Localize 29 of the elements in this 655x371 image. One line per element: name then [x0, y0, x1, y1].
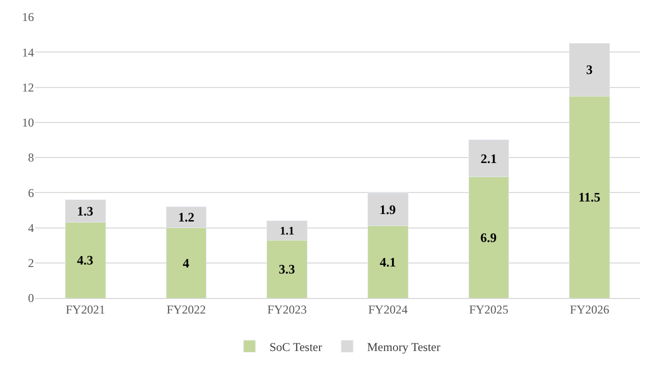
x-tick-label: FY2021: [66, 302, 106, 316]
data-label: 1.9: [380, 202, 396, 217]
x-tick-label: FY2026: [570, 302, 610, 316]
data-label: 2.1: [480, 150, 497, 166]
data-label: 1.2: [178, 210, 194, 225]
data-label: 4.3: [77, 252, 94, 268]
y-tick-label: 0: [28, 291, 34, 306]
y-tick-label: 2: [28, 256, 34, 270]
data-label: 3.3: [278, 262, 296, 277]
x-tick-label: FY2024: [368, 302, 408, 316]
data-label: 1.1: [280, 225, 295, 238]
legend-label: SoC Tester: [270, 340, 322, 354]
y-tick-label: 14: [22, 45, 34, 60]
y-tick-label: 16: [22, 10, 34, 24]
data-label: 4.1: [380, 254, 396, 270]
y-tick-label: 4: [28, 220, 34, 235]
data-label: 4: [182, 255, 190, 270]
data-label: 11.5: [578, 190, 601, 205]
x-tick-label: FY2025: [469, 302, 508, 316]
y-tick-label: 8: [28, 150, 34, 165]
data-label: 3: [586, 62, 594, 78]
legend-label: Memory Tester: [367, 340, 440, 354]
x-tick-label: FY2022: [166, 302, 206, 316]
data-label: 1.3: [77, 204, 94, 219]
y-tick-label: 12: [22, 80, 34, 94]
y-tick-label: 6: [28, 186, 34, 200]
y-tick-label: 10: [22, 116, 34, 130]
x-tick-label: FY2023: [267, 302, 307, 316]
data-label: 6.9: [480, 230, 498, 245]
